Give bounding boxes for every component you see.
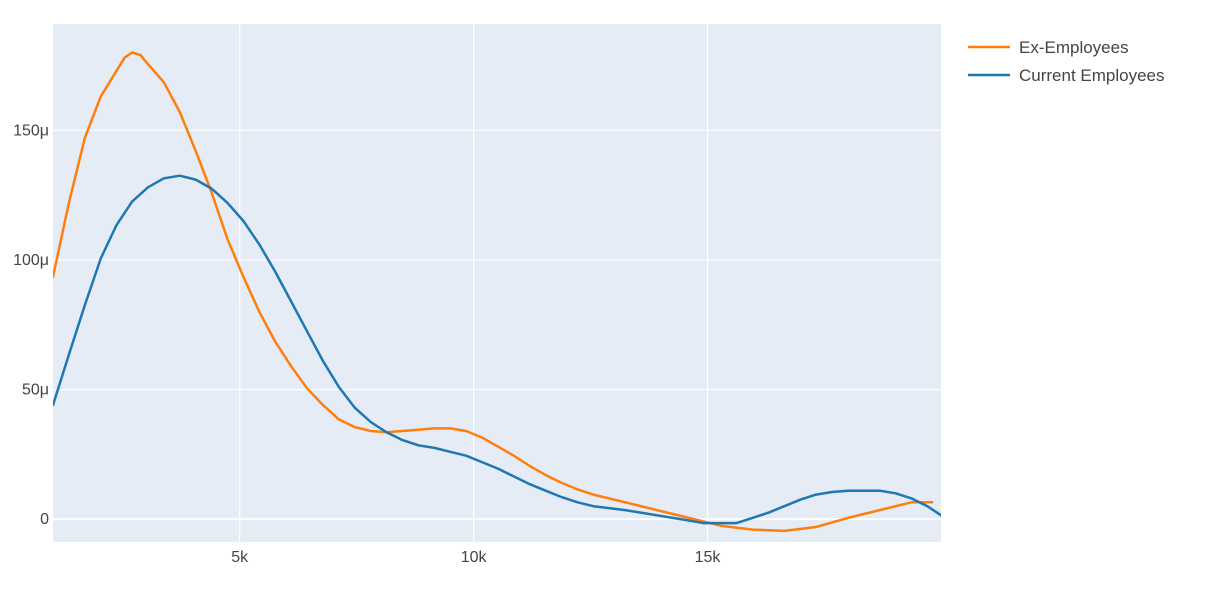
x-tick-label: 15k — [695, 549, 722, 566]
legend-item-current-employees[interactable]: Current Employees — [968, 66, 1165, 85]
legend[interactable]: Ex-Employees Current Employees — [968, 38, 1165, 85]
x-tick-label: 10k — [461, 549, 488, 566]
y-tick-label: 100μ — [13, 252, 49, 269]
series-lines — [53, 51, 941, 533]
y-tick-label: 50μ — [22, 382, 49, 399]
series-line-ex-employees — [53, 51, 934, 533]
axis-tick-labels: 5k 10k 15k 0 50μ 100μ 150μ — [13, 122, 721, 566]
grid-lines — [53, 24, 941, 542]
series-line-current-employees — [53, 174, 941, 525]
legend-label: Ex-Employees — [1019, 38, 1129, 57]
y-tick-label: 0 — [40, 511, 49, 528]
legend-item-ex-employees[interactable]: Ex-Employees — [968, 38, 1129, 57]
plot-background — [53, 24, 941, 542]
y-tick-label: 150μ — [13, 122, 49, 139]
legend-label: Current Employees — [1019, 66, 1165, 85]
x-tick-label: 5k — [231, 549, 249, 566]
